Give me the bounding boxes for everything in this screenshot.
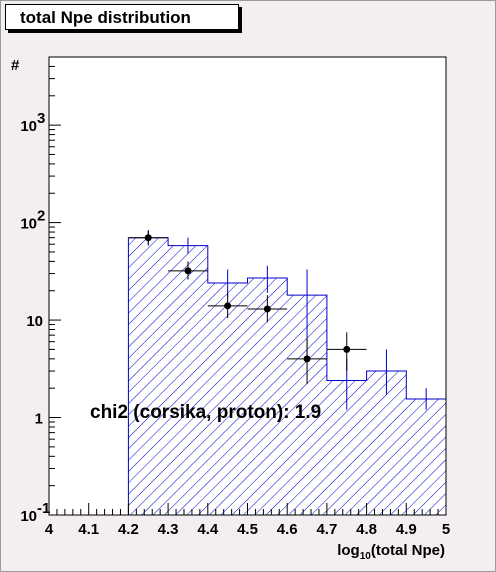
chart-title: total Npe distribution bbox=[5, 4, 239, 30]
data-points-layer bbox=[128, 230, 367, 385]
x-tick-label-10: 5 bbox=[442, 521, 450, 538]
histogram-fill bbox=[128, 237, 446, 515]
data-point-3 bbox=[263, 305, 271, 313]
x-axis: 4 4.1 4.2 4.3 4.4 4.5 4.6 4.7 4.8 4.9 5 bbox=[45, 503, 450, 538]
y-tick-exp-3: 2 bbox=[37, 208, 45, 225]
y-tick-exp-0: -1 bbox=[37, 500, 50, 517]
data-point-2 bbox=[224, 302, 232, 310]
y-tick-label-1: 1 bbox=[35, 411, 43, 428]
y-tick-label-4: 10 bbox=[20, 118, 37, 135]
data-point-0 bbox=[144, 234, 152, 242]
data-point-1 bbox=[184, 267, 192, 275]
x-tick-label-9: 4.9 bbox=[396, 521, 417, 538]
y-tick-exp-4: 3 bbox=[37, 110, 45, 127]
chi2-annotation: chi2 (corsika, proton): 1.9 bbox=[90, 402, 321, 423]
x-tick-label-7: 4.7 bbox=[316, 521, 337, 538]
x-tick-label-1: 4.1 bbox=[78, 521, 99, 538]
x-tick-label-8: 4.8 bbox=[356, 521, 377, 538]
y-tick-label-2: 10 bbox=[26, 313, 43, 330]
y-tick-label-3: 10 bbox=[20, 216, 37, 233]
x-axis-title-suffix: (total Npe) bbox=[371, 542, 445, 559]
histogram-layer bbox=[127, 237, 447, 515]
x-tick-label-4: 4.4 bbox=[197, 521, 219, 538]
data-point-5 bbox=[343, 345, 351, 353]
x-axis-title: log10(total Npe) bbox=[337, 542, 445, 562]
x-tick-label-0: 4 bbox=[45, 521, 54, 538]
y-axis-title: # bbox=[11, 57, 20, 74]
x-tick-label-3: 4.3 bbox=[158, 521, 179, 538]
x-axis-title-subscript: 10 bbox=[360, 551, 372, 562]
x-tick-label-5: 4.5 bbox=[237, 521, 258, 538]
histogram-outline bbox=[127, 237, 447, 515]
y-tick-label-0: 10 bbox=[20, 508, 37, 525]
x-axis-title-prefix: log bbox=[337, 542, 360, 559]
x-tick-label-6: 4.6 bbox=[277, 521, 298, 538]
data-point-4 bbox=[303, 355, 311, 363]
x-tick-label-2: 4.2 bbox=[118, 521, 139, 538]
